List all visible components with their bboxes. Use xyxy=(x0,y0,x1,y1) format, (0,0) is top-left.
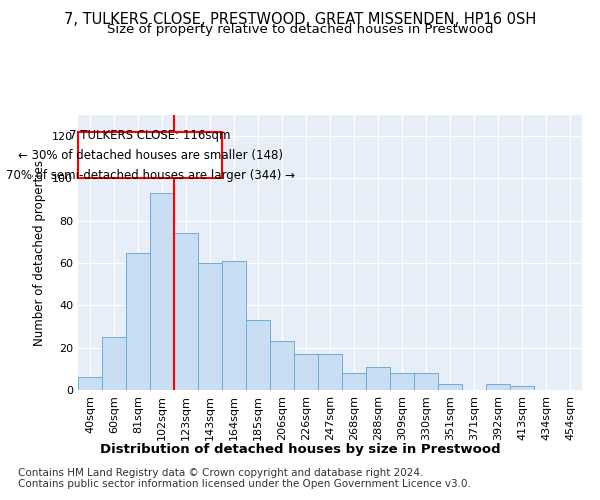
Bar xyxy=(102,337,126,390)
Bar xyxy=(174,234,198,390)
Bar xyxy=(198,263,222,390)
Text: Contains HM Land Registry data © Crown copyright and database right 2024.: Contains HM Land Registry data © Crown c… xyxy=(18,468,424,477)
Bar xyxy=(342,373,366,390)
Bar xyxy=(222,261,246,390)
Bar xyxy=(150,194,174,390)
Bar xyxy=(510,386,534,390)
Bar xyxy=(414,373,438,390)
Text: Contains public sector information licensed under the Open Government Licence v3: Contains public sector information licen… xyxy=(18,479,471,489)
Bar xyxy=(486,384,510,390)
Bar xyxy=(270,342,294,390)
Bar xyxy=(126,252,150,390)
Bar xyxy=(246,320,270,390)
Bar xyxy=(438,384,462,390)
FancyBboxPatch shape xyxy=(78,132,222,178)
Bar xyxy=(294,354,318,390)
Bar xyxy=(78,378,102,390)
Text: Distribution of detached houses by size in Prestwood: Distribution of detached houses by size … xyxy=(100,442,500,456)
Text: Size of property relative to detached houses in Prestwood: Size of property relative to detached ho… xyxy=(107,22,493,36)
Y-axis label: Number of detached properties: Number of detached properties xyxy=(34,160,46,346)
Bar xyxy=(390,373,414,390)
Text: 7, TULKERS CLOSE, PRESTWOOD, GREAT MISSENDEN, HP16 0SH: 7, TULKERS CLOSE, PRESTWOOD, GREAT MISSE… xyxy=(64,12,536,28)
Text: 7 TULKERS CLOSE: 116sqm
← 30% of detached houses are smaller (148)
70% of semi-d: 7 TULKERS CLOSE: 116sqm ← 30% of detache… xyxy=(5,128,295,182)
Bar xyxy=(366,366,390,390)
Bar xyxy=(318,354,342,390)
